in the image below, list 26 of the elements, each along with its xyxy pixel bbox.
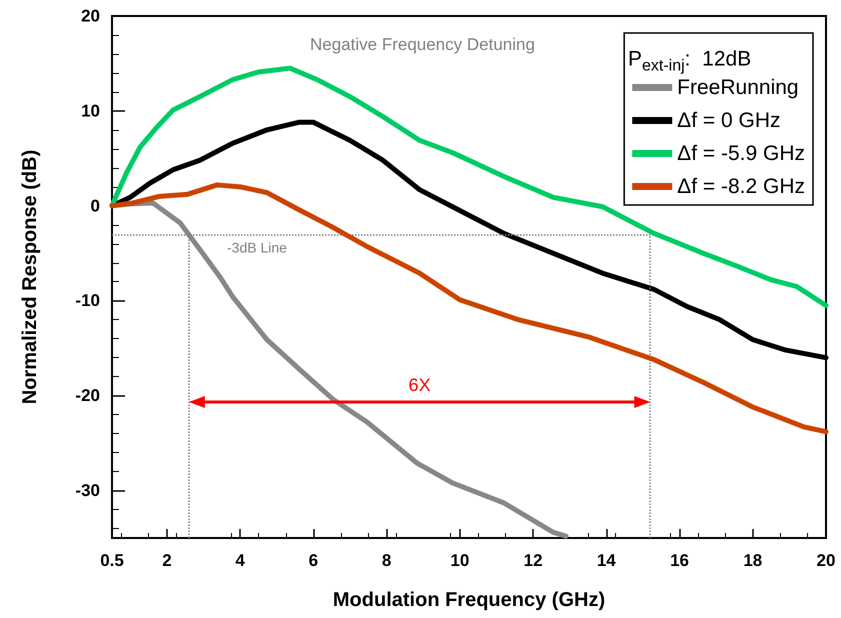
y-tick-label: 10 — [81, 101, 100, 120]
annotation: 6X — [408, 375, 431, 395]
y-tick-label: 20 — [81, 6, 100, 26]
legend-label: FreeRunning — [677, 76, 799, 99]
x-tick-label: 10 — [450, 551, 470, 570]
x-tick-label: 2 — [162, 551, 172, 570]
legend-label: Δf = 0 GHz — [677, 109, 780, 132]
x-tick-label: 4 — [235, 551, 246, 570]
x-tick-label: 14 — [596, 551, 616, 570]
x-tick-label: 8 — [382, 551, 392, 570]
legend-label: Δf = -8.2 GHz — [677, 175, 806, 198]
ref-line-label: -3dB Line — [227, 239, 288, 256]
y-axis-title: Normalized Response (dB) — [19, 150, 41, 404]
x-tick-label: 20 — [816, 551, 836, 570]
x-tick-label: 18 — [743, 551, 762, 570]
x-tick-label: 12 — [524, 551, 543, 570]
y-tick-label: -30 — [75, 481, 100, 500]
y-tick-label: -10 — [75, 291, 100, 310]
x-tick-label: 6 — [308, 551, 318, 570]
legend-label: Δf = -5.9 GHz — [677, 142, 806, 165]
y-tick-label: -20 — [75, 386, 100, 406]
annotation: Negative Frequency Detuning — [310, 35, 535, 54]
x-tick-label: 16 — [670, 551, 689, 570]
x-axis-title: Modulation Frequency (GHz) — [332, 589, 606, 611]
x-tick-label: 0.5 — [100, 551, 124, 570]
y-tick-label: 0 — [90, 196, 100, 216]
